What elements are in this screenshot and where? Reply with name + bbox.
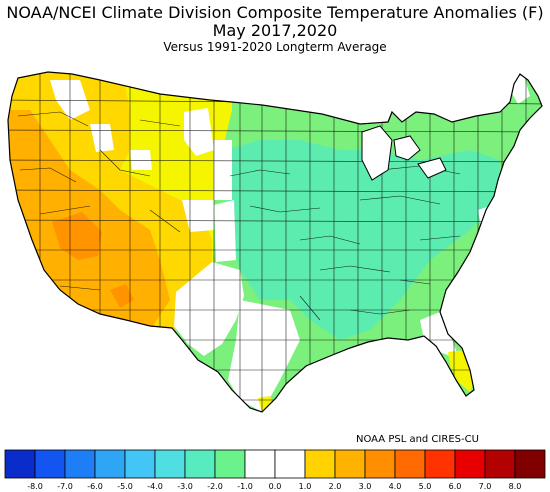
- region-mojave-dark-orange: [110, 284, 134, 308]
- colorbar-cell: [484, 449, 516, 479]
- colorbar-cell: [424, 449, 456, 479]
- colorbar-cell: [154, 449, 186, 479]
- map-baseline: Versus 1991-2020 Longterm Average: [163, 40, 387, 54]
- colorbar-cell: [514, 449, 546, 479]
- colorbar-tick-label: 1.0: [299, 482, 312, 491]
- colorbar-tick-label: -6.0: [87, 482, 103, 491]
- colorbar-tick-label: -7.0: [57, 482, 73, 491]
- colorbar-tick-label: 4.0: [389, 482, 402, 491]
- colorbar-tick-label: -2.0: [207, 482, 223, 491]
- colorbar-tick-label: 3.0: [359, 482, 372, 491]
- colorbar-cell: [244, 449, 276, 479]
- map-period: May 2017,2020: [212, 21, 338, 40]
- colorbar-cell: [184, 449, 216, 479]
- colorbar-cell: [94, 449, 126, 479]
- colorbar-cell: [364, 449, 396, 479]
- colorbar-tick-label: -8.0: [27, 482, 43, 491]
- colorbar-cell: [4, 449, 36, 479]
- region-texas-gulf-white: [228, 300, 300, 412]
- map-title: NOAA/NCEI Climate Division Composite Tem…: [6, 3, 544, 22]
- colorbar-cell: [304, 449, 336, 479]
- colorbar-cell: [214, 449, 246, 479]
- climate-division-boundaries: [8, 72, 542, 412]
- us-temperature-anomaly-map: [7, 71, 543, 413]
- colorbar-cell: [64, 449, 96, 479]
- colorbar-tick-label: 7.0: [479, 482, 492, 491]
- colorbar-cell: [394, 449, 426, 479]
- colorbar-cell: [334, 449, 366, 479]
- colorbar-tick-label: 2.0: [329, 482, 342, 491]
- anomaly-colorbar: -8.0 -7.0 -6.0 -5.0 -4.0 -3.0 -2.0 -1.0 0.0 1.0 2.…: [4, 449, 546, 491]
- colorbar-tick-label: -4.0: [147, 482, 163, 491]
- region-idaho-white: [90, 124, 114, 152]
- colorbar-cell: [124, 449, 156, 479]
- colorbar-tick-label: 5.0: [419, 482, 432, 491]
- region-dakotas-white: [184, 108, 214, 156]
- colorbar-cell: [454, 449, 486, 479]
- colorbar-tick-label: 6.0: [449, 482, 462, 491]
- data-credit: NOAA PSL and CIRES-CU: [356, 434, 479, 445]
- colorbar-tick-label: -1.0: [237, 482, 253, 491]
- region-wisconsin-white: [214, 140, 232, 200]
- colorbar-cell: [34, 449, 66, 479]
- region-utah-white: [130, 150, 152, 170]
- region-texas-white: [174, 262, 244, 356]
- great-lakes: [361, 125, 447, 181]
- colorbar-tick-label: 0.0: [269, 482, 282, 491]
- colorbar-tick-label: -3.0: [177, 482, 193, 491]
- region-teal-central: [225, 140, 500, 340]
- colorbar-tick-label: -5.0: [117, 482, 133, 491]
- region-nevada-dark-orange: [52, 212, 102, 260]
- region-texas-panhandle-white: [214, 200, 236, 262]
- colorbar-tick-label: 8.0: [509, 482, 522, 491]
- us-outline: [7, 71, 543, 413]
- colorbar-cell: [274, 449, 306, 479]
